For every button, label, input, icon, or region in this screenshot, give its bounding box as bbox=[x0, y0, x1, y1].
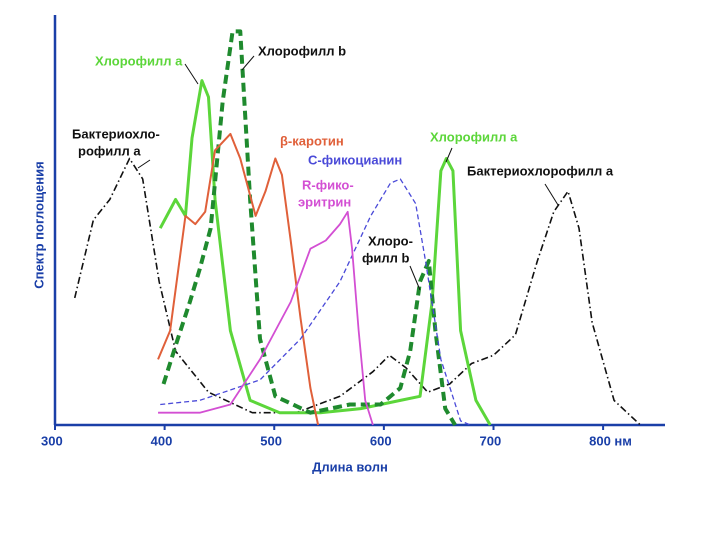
leader-line bbox=[241, 55, 255, 71]
x-tick-label: 300 bbox=[41, 433, 63, 448]
series-line bbox=[161, 29, 457, 427]
leader-line bbox=[409, 265, 421, 291]
leader-line bbox=[544, 183, 559, 206]
x-tick-label: 600 bbox=[370, 433, 392, 448]
annotation: Бактериохлорофилл а bbox=[467, 163, 614, 178]
annotation: Хлоро- bbox=[368, 233, 413, 248]
x-axis-title: Длина волн bbox=[312, 459, 388, 474]
annotation: С-фикоцианин bbox=[308, 152, 402, 167]
leader-line bbox=[184, 63, 199, 85]
annotation: эритрин bbox=[298, 194, 351, 209]
series-line bbox=[160, 178, 471, 426]
leader-line bbox=[445, 147, 453, 163]
annotation: Хлорофилл а bbox=[430, 129, 518, 144]
x-tick-label: 800 нм bbox=[589, 433, 632, 448]
x-tick-label: 400 bbox=[151, 433, 173, 448]
leader-line bbox=[137, 159, 151, 169]
y-axis-title: Спектр поглощения bbox=[31, 161, 46, 288]
annotation: рофилл а bbox=[78, 143, 141, 158]
annotation: β-каротин bbox=[280, 133, 344, 148]
series-line bbox=[73, 157, 641, 426]
annotation: Хлорофилл b bbox=[258, 43, 346, 58]
series-line bbox=[158, 79, 492, 426]
annotation: Бактериохло- bbox=[72, 126, 160, 141]
annotation: филл b bbox=[362, 250, 409, 265]
series-line bbox=[158, 210, 374, 426]
series-line bbox=[157, 132, 320, 426]
x-tick-label: 500 bbox=[260, 433, 282, 448]
annotation: Хлорофилл а bbox=[95, 53, 183, 68]
annotation: R-фико- bbox=[302, 177, 354, 192]
x-tick-label: 700 bbox=[479, 433, 501, 448]
